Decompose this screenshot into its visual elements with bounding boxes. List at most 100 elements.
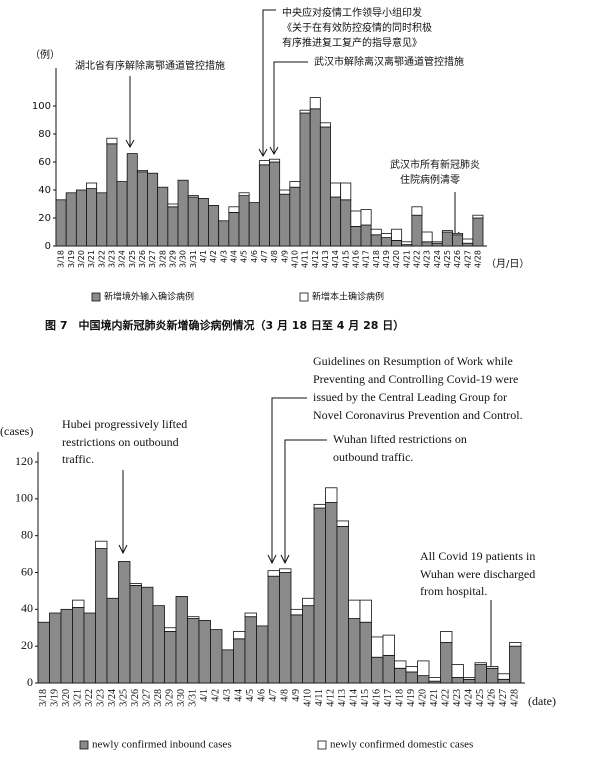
legend-label: newly confirmed inbound cases [92, 739, 232, 751]
x-tick-label: 3/20 [77, 250, 86, 268]
x-tick-label: 4/5 [240, 250, 249, 263]
annotation: from hospital. [420, 584, 487, 598]
x-tick-label: 4/19 [406, 689, 417, 707]
x-tick-label: 4/5 [245, 689, 256, 702]
bar-segment [238, 192, 250, 197]
bar-segment [302, 605, 315, 684]
bar-segment [72, 607, 85, 684]
bar-segment [401, 241, 413, 246]
bar-segment [267, 570, 280, 577]
x-tick-label: 4/23 [452, 689, 463, 707]
x-tick-label: 4/10 [303, 689, 314, 707]
bar-segment [164, 631, 177, 684]
bar-segment [96, 192, 108, 247]
y-tick-label: 80 [38, 129, 51, 140]
x-tick-label: 4/21 [429, 689, 440, 707]
bar-segment [221, 649, 234, 684]
bar-segment [279, 568, 292, 573]
bar-segment [325, 487, 338, 503]
bar-segment [380, 237, 392, 247]
y-tick-label: 120 [15, 454, 33, 468]
bar-segment [72, 599, 85, 608]
bar-segment [164, 627, 177, 632]
x-tick-label: 3/30 [179, 250, 188, 268]
x-tick-label: 4/12 [326, 689, 337, 707]
y-tick-label: 20 [38, 213, 51, 224]
x-tick-label: 3/31 [189, 250, 198, 268]
annotation: 武汉市所有新冠肺炎 [390, 158, 480, 171]
annotation: 武汉市解除离汉离鄂通道管控措施 [314, 55, 464, 68]
x-tick-label: 4/11 [314, 689, 325, 706]
bar-segment [370, 228, 382, 236]
x-tick-label: 4/4 [234, 689, 245, 702]
x-tick-label: 4/15 [341, 250, 350, 268]
bar-segment [136, 169, 148, 173]
annotation: Preventing and Controlling Covid-19 were [313, 372, 518, 386]
bar-segment [428, 677, 441, 682]
x-tick-label: 4/19 [382, 250, 391, 268]
bar-segment [106, 137, 118, 145]
bar-segment [290, 608, 303, 616]
x-tick-label: 4/14 [349, 689, 360, 707]
bar-segment [452, 232, 464, 236]
bar-segment [147, 172, 159, 247]
annotation: 湖北省有序解除离鄂通道管控措施 [75, 59, 225, 72]
bar-segment [279, 572, 292, 684]
bar-segment [83, 612, 96, 684]
x-tick-label: 4/12 [311, 250, 320, 268]
bar-segment [472, 214, 484, 219]
bar-segment [336, 526, 349, 684]
bar-segment [248, 202, 260, 247]
x-tick-label: 3/31 [188, 689, 199, 707]
x-tick-label: 3/22 [84, 689, 95, 707]
bar-segment [452, 234, 464, 247]
bar-segment [86, 188, 98, 247]
zh-arrows [125, 9, 460, 241]
bar-segment [509, 645, 522, 684]
bar-segment [258, 160, 270, 166]
bar-segment [299, 112, 311, 247]
bar-segment [340, 182, 352, 201]
x-tick-label: 3/25 [128, 250, 137, 268]
x-tick-label: 4/8 [270, 250, 279, 263]
bar-segment [309, 97, 321, 110]
bar-segment [289, 181, 301, 188]
x-tick-label: 3/27 [142, 689, 153, 707]
bar-segment [472, 217, 484, 247]
bar-segment [325, 502, 338, 684]
bar-segment [210, 629, 223, 684]
bar-segment [60, 608, 73, 684]
x-tick-label: 4/6 [257, 689, 268, 702]
x-tick-label: 3/18 [57, 250, 66, 268]
annotation: outbound traffic. [333, 450, 413, 464]
x-tick-label: 4/3 [222, 689, 233, 702]
bar-segment [175, 596, 188, 684]
bar-segment [187, 616, 200, 619]
bar-segment [462, 238, 474, 244]
x-tick-label: 4/7 [268, 689, 279, 702]
bar-segment [228, 211, 240, 247]
bar-segment [463, 678, 476, 684]
x-tick-label: 4/26 [453, 250, 462, 268]
bar-segment [451, 677, 464, 684]
x-tick-label: 4/13 [337, 689, 348, 707]
bar-segment [244, 612, 257, 618]
bar-segment [431, 241, 443, 244]
x-tick-label: 4/16 [372, 689, 383, 707]
x-tick-label: 3/18 [38, 689, 49, 707]
legend-swatch [91, 292, 101, 302]
legend-label: 新增本土确诊病例 [312, 291, 384, 303]
x-tick-label: 3/20 [61, 689, 72, 707]
x-tick-label: 4/18 [372, 250, 381, 268]
bar-segment [141, 586, 154, 684]
x-tick-label: 4/2 [209, 250, 218, 263]
bar-segment [65, 192, 77, 247]
bar-segment [421, 231, 433, 243]
legend-swatch [317, 740, 327, 750]
x-tick-label: 4/20 [392, 250, 401, 268]
bar-segment [463, 677, 476, 680]
x-tick-label: 4/26 [487, 689, 498, 707]
x-tick-label: 4/25 [475, 689, 486, 707]
y-tick-label: 100 [15, 491, 33, 505]
